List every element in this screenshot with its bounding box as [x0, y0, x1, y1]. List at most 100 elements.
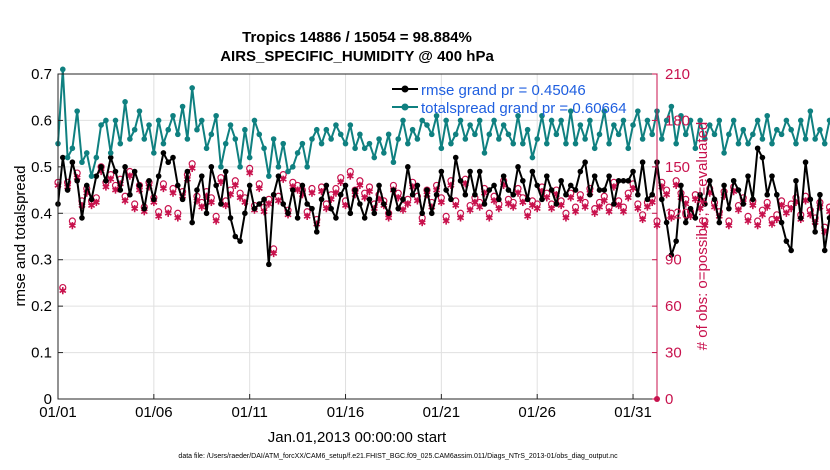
- totalspread-point: [553, 131, 560, 138]
- rmse-point: [376, 182, 382, 189]
- totalspread-point: [165, 126, 172, 133]
- totalspread-point: [644, 117, 651, 124]
- rmse-point: [543, 173, 550, 179]
- totalspread-point: [203, 145, 210, 152]
- rmse-point: [136, 182, 143, 189]
- totalspread-point: [467, 122, 473, 128]
- totalspread-point: [817, 126, 823, 133]
- footer-data-file: data file: /Users/raeder/DAI/ATM_forcXX/…: [178, 453, 618, 460]
- rmse-point: [357, 201, 363, 207]
- totalspread-point: [93, 154, 100, 161]
- obs-evaluated-point: [581, 203, 589, 211]
- totalspread-point: [409, 126, 416, 133]
- obs-evaluated-point: [773, 215, 781, 224]
- y-tick-label-left: 0: [44, 391, 52, 408]
- totalspread-point: [457, 117, 464, 124]
- obs-evaluated-point: [782, 209, 790, 217]
- totalspread-point: [117, 140, 124, 147]
- rmse-point: [793, 177, 799, 184]
- totalspread-point: [582, 136, 588, 142]
- rmse-point: [750, 196, 756, 203]
- totalspread-point: [347, 122, 354, 128]
- totalspread-point: [620, 117, 627, 124]
- obs-evaluated-point: [471, 198, 479, 207]
- totalspread-point: [783, 117, 790, 124]
- rmse-point: [337, 191, 344, 198]
- rmse-point: [194, 187, 200, 193]
- rmse-point: [107, 154, 114, 161]
- rmse-point: [246, 182, 253, 189]
- y-tick-label-right: 30: [665, 345, 682, 362]
- totalspread-point: [524, 126, 531, 133]
- rmse-point: [448, 196, 454, 203]
- y-tick-label-right: 120: [665, 205, 690, 222]
- totalspread-point: [821, 140, 828, 147]
- totalspread-point: [59, 66, 66, 73]
- axis-ticks: 01/01 01/06 01/11 01/16 01/21 01/26 01/31 0 0.1 0…: [31, 66, 690, 421]
- totalspread-point: [256, 131, 263, 138]
- rmse-point: [203, 210, 210, 217]
- rmse-point: [452, 154, 459, 161]
- rmse-point: [754, 145, 761, 152]
- totalspread-point: [443, 117, 449, 124]
- totalspread-point: [160, 140, 167, 147]
- chart-subtitle: AIRS_SPECIFIC_HUMIDITY @ 400 hPa: [220, 48, 494, 65]
- rmse-point: [395, 205, 402, 212]
- rmse-point: [237, 238, 243, 244]
- totalspread-point: [606, 140, 612, 147]
- rmse-point: [361, 215, 368, 221]
- rmse-point: [175, 182, 181, 189]
- totalspread-point: [788, 126, 794, 133]
- rmse-point: [155, 173, 162, 179]
- totalspread-point: [448, 140, 454, 147]
- rmse-point: [821, 247, 828, 254]
- obs-evaluated-point: [591, 209, 599, 217]
- totalspread-point: [797, 117, 804, 124]
- y-tick-label-left: 0.4: [31, 205, 52, 222]
- totalspread-point: [395, 136, 402, 142]
- rmse-point: [131, 168, 138, 175]
- y-tick-label-right: 0: [665, 391, 673, 408]
- rmse-point: [419, 210, 425, 217]
- totalspread-point: [692, 145, 699, 152]
- totalspread-point: [309, 136, 315, 142]
- rmse-point: [639, 159, 646, 166]
- totalspread-point: [630, 122, 636, 128]
- totalspread-point: [543, 140, 550, 147]
- rmse-point: [620, 177, 627, 184]
- totalspread-point: [328, 136, 334, 142]
- obs-evaluated-point: [639, 215, 647, 224]
- rmse-point: [539, 196, 545, 203]
- rmse-point: [481, 201, 488, 207]
- y-tick-label-right: 150: [665, 159, 690, 176]
- rmse-point: [342, 182, 349, 189]
- totalspread-point: [812, 136, 818, 142]
- rmse-point: [366, 196, 373, 203]
- obs-evaluated-point: [437, 198, 445, 207]
- totalspread-point: [361, 145, 368, 152]
- totalspread-point: [611, 122, 617, 128]
- y-tick-label-left: 0.3: [31, 252, 52, 269]
- rmse-point: [433, 191, 440, 198]
- rmse-point: [424, 187, 430, 193]
- totalspread-point: [136, 108, 143, 114]
- totalspread-point: [438, 145, 445, 152]
- totalspread-point: [242, 126, 248, 133]
- y-tick-label-left: 0.2: [31, 298, 52, 315]
- x-tick-label: 01/11: [231, 404, 267, 421]
- obs-evaluated-point: [758, 211, 766, 219]
- totalspread-point: [639, 136, 646, 142]
- rmse-point: [285, 210, 291, 217]
- totalspread-point: [237, 164, 243, 170]
- totalspread-point: [213, 112, 219, 119]
- obs-evaluated-point: [255, 184, 263, 193]
- rmse-point: [428, 210, 435, 217]
- rmse-point: [692, 215, 699, 221]
- rmse-point: [577, 168, 584, 175]
- obs-evaluated-point: [572, 208, 580, 216]
- rmse-point: [141, 205, 148, 212]
- totalspread-point: [740, 126, 747, 133]
- totalspread-point: [194, 126, 200, 133]
- obs-evaluated-point: [509, 203, 517, 211]
- rmse-point: [275, 173, 282, 179]
